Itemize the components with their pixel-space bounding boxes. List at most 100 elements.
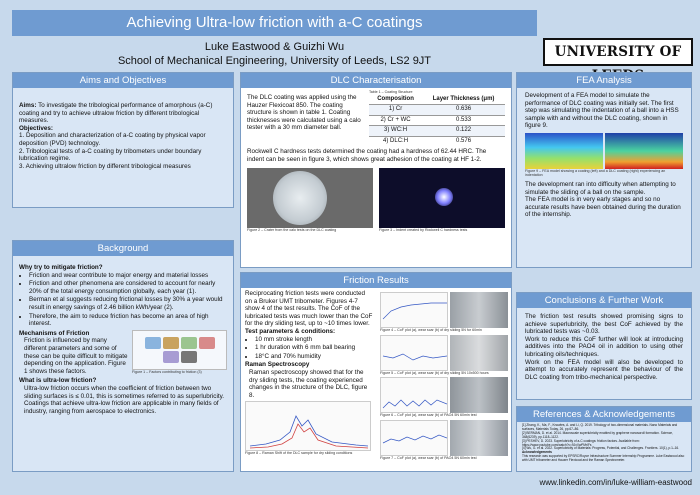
table-cell: 0.636	[422, 104, 505, 116]
figure-7: Figure 7 – CoF plot (a), wear scar (b) o…	[380, 419, 508, 461]
background-panel: Background Why try to mitigate friction?…	[12, 240, 234, 472]
table-cell: 4) DLC:H	[369, 135, 423, 147]
table-1-caption: Table 1 – Coating Structure	[369, 90, 413, 94]
background-body: Why try to mitigate friction? Friction a…	[13, 256, 233, 471]
raman-heading: Raman Spectroscopy	[245, 361, 310, 369]
objective-3: 3. Achieving ultralow friction by differ…	[19, 162, 191, 170]
aims-heading: Aims and Objectives	[13, 73, 233, 88]
aims-label: Aims:	[19, 102, 37, 109]
table-cell: 1) Cr	[369, 104, 423, 116]
aims-text: To investigate the tribological performa…	[19, 102, 213, 125]
ultra-text-2: Coatings that achieve ultra-low friction…	[24, 400, 219, 415]
conclusions-panel: Conclusions & Further Work The friction …	[516, 292, 692, 400]
fea-text-1: Development of a FEA model to simulate t…	[525, 92, 679, 130]
coating-table-wrap: Table 1 – Coating Structure Composition …	[369, 90, 505, 147]
mechanisms-text: Friction is influenced by many different…	[24, 337, 128, 375]
acknowledgements-text: This research was supported by EPSRC/Roy…	[522, 454, 685, 463]
param-item: 18°C and 70% humidity	[255, 353, 373, 361]
fea-text-2: The development ran into difficulty when…	[525, 180, 676, 196]
cof-plot	[380, 292, 448, 328]
why-item: Friction and other phenomena are conside…	[29, 280, 227, 295]
objectives-label: Objectives:	[19, 124, 53, 132]
conclusions-heading: Conclusions & Further Work	[517, 293, 691, 308]
why-list: Friction and wear contribute to major en…	[19, 272, 227, 328]
figure-4: Figure 4 – CoF plot (a), wear scar (b) o…	[380, 292, 508, 333]
figure-5: Figure 5 – CoF plot (a), wear scar (b) o…	[380, 334, 508, 376]
why-item: Friction and wear contribute to major en…	[29, 272, 227, 280]
dlc-heading: DLC Characterisation	[241, 73, 511, 88]
conclusions-text-1: The friction test results showed promisi…	[525, 313, 683, 336]
friction-panel: Friction Results Reciprocating friction …	[240, 272, 512, 472]
table-cell: 3) WC:H	[369, 125, 423, 137]
reference-item: [3] PESHEV, D. 2023. Superlubricity of a…	[522, 438, 640, 447]
table-header: Layer Thickness (μm)	[432, 95, 495, 102]
why-item: Therefore, the aim to reduce friction ha…	[29, 313, 227, 328]
param-item: 10 mm stroke length	[255, 336, 373, 344]
affiliation: School of Mechanical Engineering, Univer…	[117, 55, 432, 67]
dlc-body: The DLC coating was applied using the Ha…	[241, 88, 511, 234]
wear-scar-image	[450, 419, 508, 456]
dlc-text-2: Rockwell C hardness tests determined the…	[247, 148, 487, 164]
objective-1: 1. Deposition and characterization of a-…	[19, 132, 206, 147]
table-cell: 2) Cr + WC	[369, 114, 423, 126]
acknowledgements-heading: Acknowledgements	[522, 450, 552, 455]
reference-item: [4] Wu, G. et al. 2022. Superlubricity o…	[522, 446, 680, 451]
author-block: Luke Eastwood & Guizhi Wu School of Mech…	[12, 40, 537, 68]
fea-panel: FEA Analysis Development of a FEA model …	[516, 72, 692, 268]
table-row: 2) Cr + WC 0.533	[369, 114, 505, 126]
figure-5-caption: Figure 5 – CoF plot (a), wear scar (b) o…	[380, 370, 489, 375]
cof-plot	[380, 377, 448, 413]
table-cell: 0.576	[422, 135, 505, 147]
background-heading: Background	[13, 241, 233, 256]
references-body: [1] Zhang, K., Ma, F., Knowles, A. and L…	[517, 422, 691, 471]
conclusions-text-3: Work on the FEA model will also be devel…	[525, 358, 683, 381]
wear-scar-image	[450, 377, 508, 413]
figure-2-caption: Figure 2 – Crater from the calo tests on…	[247, 227, 337, 232]
table-cell: 0.533	[422, 114, 505, 126]
figure-3-caption: Figure 3 – Indent created by Rockwell C …	[379, 227, 468, 232]
figure-9-caption: Figure 9 – FEA model showing a coating (…	[525, 168, 666, 178]
indent-image	[379, 167, 505, 228]
raman-curve	[249, 415, 369, 447]
cof-plot	[380, 334, 448, 371]
references-panel: References & Acknowledgements [1] Zhang,…	[516, 406, 692, 472]
table-row: 4) DLC:H 0.576	[369, 135, 505, 147]
aims-body: Aims: To investigate the tribological pe…	[13, 88, 233, 207]
fea-heading: FEA Analysis	[517, 73, 691, 88]
coating-table: Composition Layer Thickness (μm) 1) Cr 0…	[369, 95, 505, 147]
linkedin-link[interactable]: www.linkedin.com/in/luke-william-eastwoo…	[539, 478, 693, 487]
authors: Luke Eastwood & Guizhi Wu	[204, 41, 345, 53]
table-row: 3) WC:H 0.122	[369, 125, 505, 137]
conclusions-text-2: Work to reduce this CoF further will loo…	[525, 335, 683, 358]
params-list: 10 mm stroke length 1 hr duration with 6…	[245, 336, 373, 361]
why-heading: Why try to mitigate friction?	[19, 264, 103, 271]
figure-8-caption: Figure 8 – Raman Shift of the DLC sample…	[245, 451, 353, 456]
fea-text-3: The FEA model is in very early stages an…	[525, 196, 681, 219]
fea-model-image	[525, 132, 683, 169]
aims-panel: Aims and Objectives Aims: To investigate…	[12, 72, 234, 208]
friction-body: Reciprocating friction tests were conduc…	[241, 288, 511, 464]
dlc-panel: DLC Characterisation The DLC coating was…	[240, 72, 512, 268]
figure-6-caption: Figure 6 – CoF plot (a), wear scar (b) o…	[380, 413, 477, 417]
reference-item: [1] Zhang, K., Ma, F., Knowles, A. and L…	[522, 423, 678, 431]
friction-factors-diagram	[132, 329, 227, 370]
table-header: Composition	[377, 95, 414, 102]
objective-2: 2. Tribological tests of a-C coating by …	[19, 147, 202, 163]
fea-body: Development of a FEA model to simulate t…	[517, 88, 691, 267]
ultra-heading: What is ultra-low friction?	[19, 377, 97, 385]
aims-paragraph: Aims: To investigate the tribological pe…	[19, 102, 227, 125]
table-cell: 0.122	[422, 125, 505, 137]
ultra-text-1: Ultra-low friction occurs when the coeff…	[24, 384, 225, 400]
figure-1-caption: Figure 1 – Factors contributing to frict…	[132, 369, 202, 374]
figure-6: Figure 6 – CoF plot (a), wear scar (b) o…	[380, 377, 508, 418]
reference-item: [2] BERMAN, D. et al. 2014. Macroscale s…	[522, 430, 673, 439]
mechanisms-section: Mechanisms of Friction Friction is influ…	[19, 329, 227, 376]
figure-4-caption: Figure 4 – CoF plot (a), wear scar (b) o…	[380, 328, 482, 332]
raman-text: Raman spectroscopy showed that for the d…	[249, 368, 368, 399]
table-header-row: Composition Layer Thickness (μm)	[369, 95, 505, 105]
params-heading: Test parameters & conditions:	[245, 327, 336, 335]
why-item: Berman et al suggests reducing frictiona…	[29, 296, 227, 311]
conclusions-body: The friction test results showed promisi…	[517, 308, 691, 399]
dlc-text-1: The DLC coating was applied using the Ha…	[247, 94, 361, 132]
wear-scar-image	[450, 292, 508, 328]
